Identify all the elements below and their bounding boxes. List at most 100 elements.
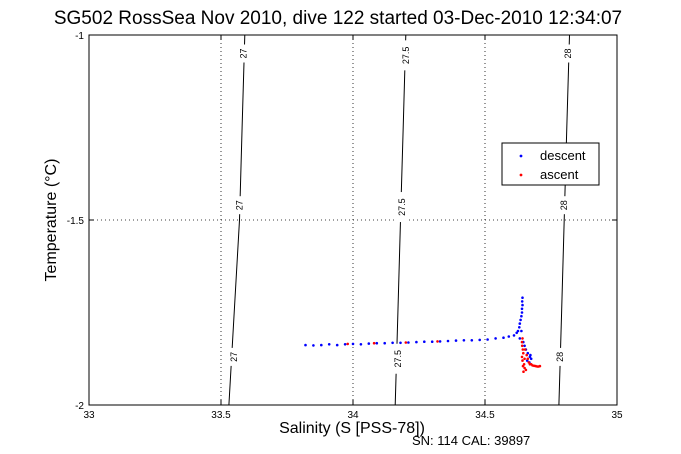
descent-point [521,296,524,300]
ascent-point [521,364,525,368]
legend-label-descent: descent [540,148,586,163]
descent-point [327,343,331,346]
descent-point [515,331,518,335]
ascent-point [525,353,528,357]
descent-point [312,344,315,347]
contour-label-bg [395,192,408,223]
ascent-point [521,348,525,351]
contour-label-bg [558,196,571,215]
contour-label: 28 [559,200,569,210]
descent-point [454,339,458,342]
ascent-point [372,341,376,345]
ascent-point [436,340,439,343]
ascent-point [524,368,528,372]
x-tick-label: 33.5 [211,410,231,421]
ascent-point [522,351,525,355]
contour-label: 27.5 [397,198,407,216]
descent-point [529,353,532,357]
descent-point [486,338,489,341]
ascent-point [527,361,531,364]
descent-point [526,351,530,355]
descent-point [351,342,355,346]
descent-point [520,329,523,333]
descent-point [470,339,474,342]
legend: descent ascent [501,142,600,186]
contour-label: 27 [229,352,239,362]
descent-point [391,341,394,345]
descent-point [304,343,307,347]
descent-point [520,300,524,303]
y-axis-label: Temperature (°C) [43,159,60,282]
descent-point [423,340,426,344]
ascent-point [522,370,525,374]
ascent-point [523,357,526,361]
descent-point [518,322,522,325]
contour-label: 28 [555,352,565,362]
descent-point [518,326,521,329]
descent-point [507,335,511,338]
legend-marker-ascent [519,173,523,177]
ascent-point [520,355,524,359]
contour-label-bg [237,44,250,63]
descent-point [375,341,379,345]
x-tick-label: 33 [83,410,95,421]
descent-point [438,340,442,343]
ascent-point [538,364,542,368]
descent-point [430,340,434,344]
descent-point [502,336,505,340]
axis-ticks: 33 33.5 34 34.5 35 -2 -1.5 -1 [67,31,623,421]
ascent-point [523,366,526,370]
contour-label: 27.5 [401,47,411,65]
ascent-point [521,359,524,362]
descent-point [520,314,523,318]
legend-label-ascent: ascent [540,167,579,182]
descent-point [359,343,363,346]
contour-label-bg [562,44,575,63]
contour-label: 27.5 [393,350,403,368]
x-axis-label: Salinity (S [PSS-78]) [279,420,425,437]
ascent-point [520,340,524,344]
contour-label-bg [233,196,246,215]
descent-point [407,341,410,344]
legend-box [501,142,600,186]
ascent-point [521,337,524,340]
x-tick-label: 34.5 [475,410,495,421]
contour-label: 27 [234,200,244,210]
ascent-point [520,344,524,348]
ascent-point [346,342,350,346]
descent-point [383,341,387,345]
x-tick-label: 35 [611,410,623,421]
descent-point [343,343,347,346]
ascent-point [404,341,408,344]
chart-title: SG502 RossSea Nov 2010, dive 122 started… [54,8,622,29]
y-tick-label: -1 [75,31,84,42]
descent-point [415,340,418,344]
descent-point [367,342,371,345]
ascent-point [526,357,530,361]
contour-label-bg [399,40,412,71]
contour-label-bg [228,347,241,366]
y-tick-label: -1.5 [67,216,85,227]
legend-marker-descent [519,154,523,158]
plot-area: 27 27 27 27.5 27.5 27.5 28 28 28 33 33.5 34 34.5 35 -… [67,31,623,421]
x-tick-label: 34 [347,410,359,421]
descent-point [494,337,497,340]
footer-serial-cal: SN: 114 CAL: 39897 [412,433,530,448]
ascent-point [523,348,527,351]
y-tick-label: -2 [75,401,84,412]
descent-point [399,341,402,345]
descent-point [478,338,482,342]
contour-line-27 [228,34,246,406]
descent-point [462,339,466,342]
descent-point [335,343,339,347]
descent-point [521,303,524,307]
descent-point [529,357,533,361]
descent-point [512,334,516,337]
contour-label: 28 [563,48,573,58]
descent-point [523,344,526,348]
descent-point [520,311,524,314]
data-points [304,296,542,374]
descent-point [519,318,522,322]
contour-label-bg [391,343,404,374]
